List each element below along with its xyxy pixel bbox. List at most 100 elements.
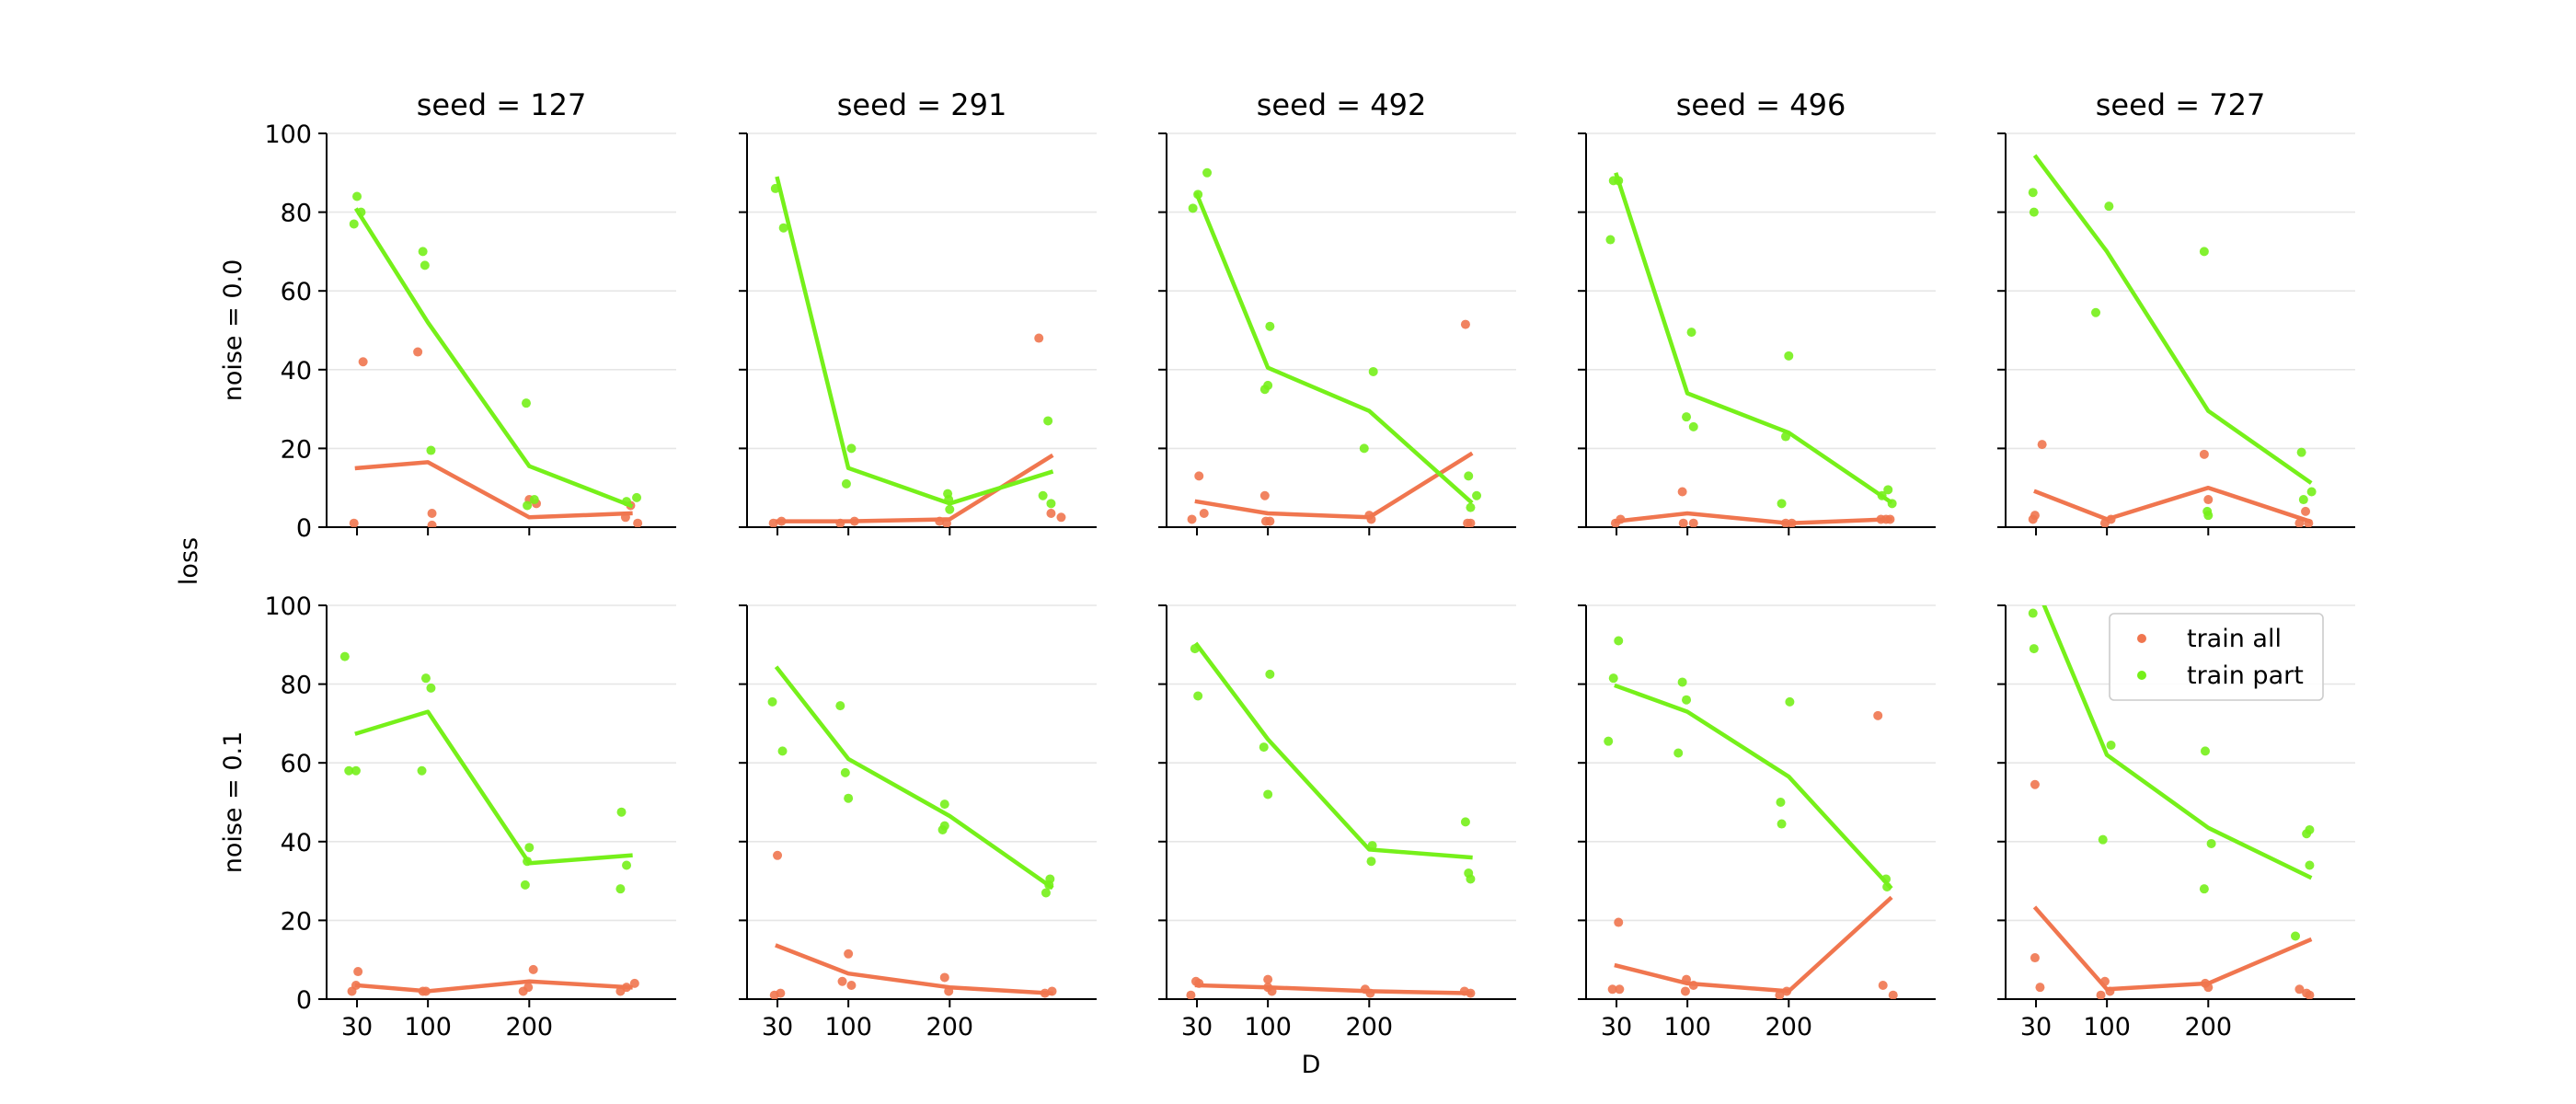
point-train-part [1366, 857, 1376, 867]
point-train-all [837, 976, 847, 986]
point-train-part [615, 884, 626, 894]
panel-title-seed-492: seed = 492 [1257, 87, 1427, 122]
point-train-all [1680, 986, 1690, 996]
panel-r0-c2: seed = 492 [1158, 87, 1516, 535]
line-train-all [1194, 451, 1474, 520]
x-tick-label: 30 [1601, 1013, 1632, 1041]
point-train-all [939, 972, 949, 983]
point-train-part [1464, 471, 1474, 481]
point-train-part [2098, 834, 2108, 845]
line-train-part [354, 709, 633, 866]
point-train-part [2199, 247, 2209, 257]
point-train-part [2305, 860, 2315, 870]
point-train-part [1263, 380, 1273, 390]
panel-r1-c0: 0 20 40 60 80 100 30 100 200 noise = 0.1 [219, 592, 676, 1041]
point-train-part [1045, 874, 1055, 884]
panel-data [1187, 167, 1482, 527]
point-train-part [420, 260, 430, 270]
point-train-part [520, 880, 530, 890]
point-train-part [632, 492, 642, 502]
point-train-all [2294, 984, 2305, 995]
point-train-part [1188, 203, 1198, 213]
line-train-all [354, 979, 633, 994]
point-train-all [1688, 518, 1698, 527]
line-train-part [2032, 154, 2313, 485]
point-train-part [2199, 884, 2209, 894]
point-train-all [1034, 333, 1044, 343]
line-train-all [775, 943, 1053, 995]
point-train-all [1678, 518, 1688, 527]
point-train-part [840, 767, 850, 777]
y-tick-label: 60 [281, 278, 312, 306]
x-tick-label: 100 [404, 1013, 452, 1041]
line-train-part [1193, 641, 1473, 860]
point-train-part [523, 500, 533, 511]
point-train-part [1038, 490, 1048, 500]
point-train-part [622, 860, 632, 870]
point-train-part [1466, 874, 1476, 884]
point-train-part [1043, 416, 1053, 426]
point-train-all [1466, 518, 1476, 527]
point-train-all [773, 850, 783, 860]
panel-title-seed-727: seed = 727 [2096, 87, 2266, 122]
point-train-part [1883, 485, 1893, 495]
point-train-all [1265, 516, 1275, 526]
line-train-all [775, 453, 1054, 523]
panel-title-seed-496: seed = 496 [1676, 87, 1846, 122]
point-train-part [2298, 495, 2308, 505]
y-tick-label: 40 [281, 829, 312, 857]
point-train-all [2199, 449, 2209, 459]
point-train-part [426, 445, 436, 455]
point-train-all [1677, 487, 1687, 497]
point-train-part [352, 191, 362, 201]
point-train-all [1607, 984, 1617, 995]
point-train-part [1785, 696, 1795, 707]
point-train-part [835, 701, 845, 711]
line-train-all [1614, 895, 1893, 994]
point-train-part [426, 683, 436, 693]
panel-data [349, 191, 643, 527]
point-train-part [767, 696, 777, 707]
point-train-all [427, 509, 437, 519]
point-train-part [2206, 838, 2216, 848]
panel-data [1604, 636, 1898, 999]
legend: train all train part [2109, 613, 2324, 701]
point-train-part [418, 247, 428, 257]
legend-label-train-part: train part [2187, 661, 2304, 690]
panel-r0-c3: seed = 496 [1578, 87, 1936, 535]
point-train-all [2203, 495, 2214, 505]
point-train-part [1265, 669, 1275, 679]
legend-marker-train-part [2137, 671, 2146, 680]
point-train-part [1368, 366, 1378, 376]
point-train-part [1265, 321, 1275, 331]
line-train-part [2041, 605, 2313, 880]
point-train-part [339, 651, 350, 661]
point-train-all [1614, 917, 1624, 927]
point-train-part [1777, 499, 1787, 509]
point-train-all [427, 520, 437, 527]
point-train-all [1888, 990, 1898, 999]
y-tick-label: 100 [264, 592, 312, 621]
point-train-part [939, 821, 949, 831]
point-train-all [2030, 953, 2040, 963]
point-train-all [1259, 490, 1270, 500]
point-train-part [524, 843, 535, 853]
x-tick-label: 30 [762, 1013, 793, 1041]
point-train-part [2200, 746, 2210, 756]
point-train-all [1194, 471, 1204, 481]
line-train-part [1614, 172, 1893, 505]
panel-r0-c4: seed = 727 [1997, 87, 2355, 535]
point-train-part [1605, 235, 1616, 245]
x-tick-label: 200 [506, 1013, 554, 1041]
panels-layer: 0 20 40 60 80 100 seed = 127 noise = 0.0 seed = … [219, 87, 2355, 1041]
x-tick-label: 100 [1244, 1013, 1292, 1041]
panel-r1-c3: 30 100 200 [1578, 604, 1936, 1041]
x-tick-label: 30 [2020, 1013, 2052, 1041]
point-train-all [1199, 509, 1209, 519]
point-train-part [417, 765, 427, 776]
point-train-part [1046, 499, 1056, 509]
point-train-part [1263, 789, 1273, 799]
point-train-all [1046, 509, 1056, 519]
y-tick-label: 0 [296, 986, 312, 1015]
line-train-all [1194, 983, 1473, 995]
